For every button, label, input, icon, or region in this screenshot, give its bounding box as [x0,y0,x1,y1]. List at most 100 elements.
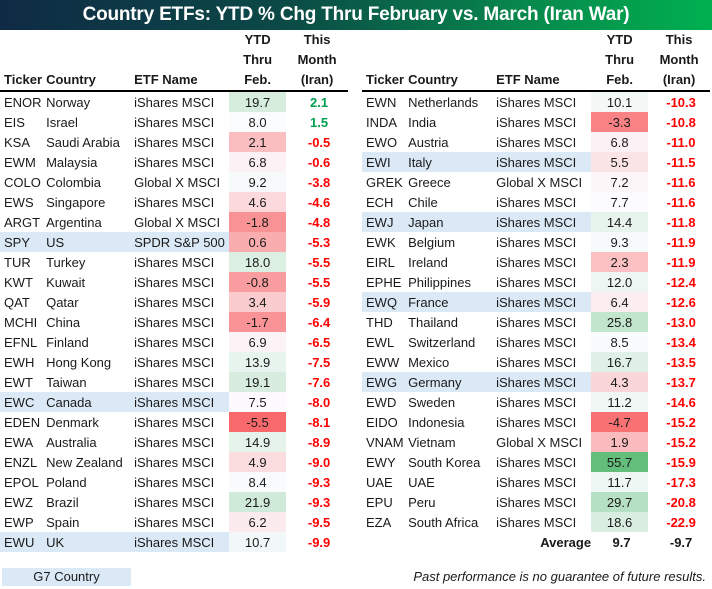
etf-name-cell: iShares MSCI [496,94,577,110]
country-cell: Netherlands [408,94,479,110]
month-change-cell: -5.5 [307,254,331,270]
ticker-cell: ARGT [4,214,41,230]
month-change-cell: -13.0 [666,314,696,330]
table-row: TUR Turkey iShares MSCI 18.0 -5.5 [0,252,348,272]
ytd-cell: -0.8 [229,272,287,292]
ytd-cell: 13.9 [229,352,287,372]
table-row: KSA Saudi Arabia iShares MSCI 2.1 -0.5 [0,132,348,152]
etf-name-cell: iShares MSCI [496,114,577,130]
ticker-cell: EIDO [366,414,398,430]
ticker-cell: EWY [366,454,396,470]
etf-name-cell: iShares MSCI [134,254,215,270]
table-row: EWW Mexico iShares MSCI 16.7 -13.5 [362,352,710,372]
country-cell: Germany [404,372,493,392]
ticker-cell: EWS [4,194,34,210]
ticker-cell: MCHI [4,314,38,330]
ticker-cell: EPHE [366,274,402,290]
country-cell: India [408,114,437,130]
month-change-cell: -22.9 [666,514,696,530]
header-month-line2: Month [297,52,337,67]
country-cell: Brazil [46,494,79,510]
ticker-cell: EWU [0,532,43,552]
ytd-cell: -4.7 [591,412,649,432]
table-row: EWS Singapore iShares MSCI 4.6 -4.6 [0,192,348,212]
country-cell: Ireland [408,254,448,270]
country-cell: China [46,314,81,330]
month-change-cell: -0.5 [307,134,331,150]
country-cell: South Korea [408,454,481,470]
table-row: EWZ Brazil iShares MSCI 21.9 -9.3 [0,492,348,512]
month-change-cell: -4.6 [307,194,331,210]
month-change-cell: -15.2 [666,434,696,450]
country-cell: Finland [46,334,89,350]
header-month-line3[interactable]: (Iran) [648,70,711,92]
etf-name-cell: iShares MSCI [134,474,215,490]
month-change-cell: -5.5 [307,274,331,290]
etf-name-cell: iShares MSCI [134,134,215,150]
month-change-cell: -4.8 [307,214,331,230]
ytd-cell: 7.7 [591,192,649,212]
ticker-cell: EWI [362,152,405,172]
month-change-cell: -11.9 [666,254,696,270]
etf-name-cell: iShares MSCI [492,372,592,392]
header-country[interactable]: Country [404,70,493,92]
table-row: COLO Colombia Global X MSCI 9.2 -3.8 [0,172,348,192]
table-row: EWG Germany iShares MSCI 4.3 -13.7 [362,372,710,392]
month-change-cell: -5.3 [307,234,331,250]
table-row: THD Thailand iShares MSCI 25.8 -13.0 [362,312,710,332]
month-change-cell: -17.3 [666,474,696,490]
header-etf-name[interactable]: ETF Name [492,70,592,92]
header-country[interactable]: Country [42,70,131,92]
ticker-cell: EWD [366,394,397,410]
month-change-cell: -15.9 [666,454,696,470]
country-cell: Hong Kong [46,354,112,370]
month-change-cell: -13.7 [666,374,696,390]
table-row: QAT Qatar iShares MSCI 3.4 -5.9 [0,292,348,312]
ytd-cell: 29.7 [591,492,649,512]
ytd-cell: 5.5 [591,152,649,172]
table-row: UAE UAE iShares MSCI 11.7 -17.3 [362,472,710,492]
header-ytd-line3[interactable]: Feb. [591,70,649,92]
header-month-line3[interactable]: (Iran) [286,70,349,92]
etf-name-cell: iShares MSCI [496,414,577,430]
header-etf-name[interactable]: ETF Name [130,70,230,92]
ytd-cell: 25.8 [591,312,649,332]
ytd-cell: 16.7 [591,352,649,372]
header-ticker[interactable]: Ticker [0,70,43,92]
country-cell: Poland [46,474,87,490]
country-cell: Indonesia [408,414,465,430]
month-change-cell: -15.2 [666,414,696,430]
country-cell: France [404,292,493,312]
country-cell: Greece [408,174,451,190]
table-row: GREK Greece Global X MSCI 7.2 -11.6 [362,172,710,192]
ticker-cell: EWW [366,354,400,370]
country-cell: UK [42,532,131,552]
etf-name-cell: iShares MSCI [134,154,215,170]
etf-name-cell: iShares MSCI [134,454,215,470]
table-row: EWN Netherlands iShares MSCI 10.1 -10.3 [362,91,710,112]
left-table-body: ENOR Norway iShares MSCI 19.7 2.1 EIS Israel iS… [0,91,348,552]
ytd-cell: 14.9 [229,432,287,452]
ytd-cell: 9.3 [591,232,649,252]
header-ytd-line2: Thru [605,52,635,67]
table-row: ENZL New Zealand iShares MSCI 4.9 -9.0 [0,452,348,472]
country-cell: Vietnam [408,434,456,450]
ticker-cell: KWT [4,274,33,290]
country-cell: Mexico [408,354,450,370]
ytd-cell: 8.5 [591,332,649,352]
etf-name-cell: iShares MSCI [134,314,215,330]
ytd-cell: 6.8 [229,152,287,172]
ticker-cell: EWQ [362,292,405,312]
etf-name-cell: Global X MSCI [134,174,221,190]
table-row: EIDO Indonesia iShares MSCI -4.7 -15.2 [362,412,710,432]
ticker-cell: EWO [366,134,398,150]
disclaimer: Past performance is no guarantee of futu… [413,569,706,584]
ytd-cell: 6.8 [591,132,649,152]
month-change-cell: -6.5 [307,334,331,350]
header-ytd-line3[interactable]: Feb. [229,70,287,92]
country-cell: Peru [408,494,436,510]
header-ticker[interactable]: Ticker [362,70,405,92]
table-row: EWM Malaysia iShares MSCI 6.8 -0.6 [0,152,348,172]
ytd-cell: 7.5 [229,392,287,412]
country-cell: Argentina [46,214,102,230]
